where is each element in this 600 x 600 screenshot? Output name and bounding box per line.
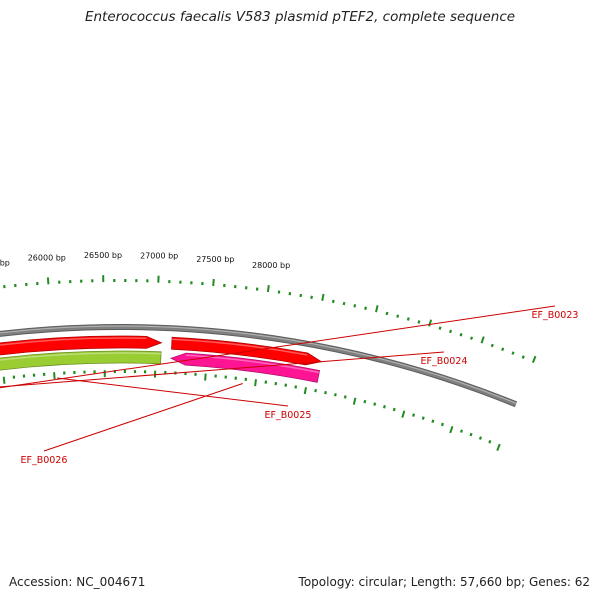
backbone-ring: [0, 325, 517, 407]
inner-tick: [496, 443, 501, 451]
outer-tick: [438, 326, 442, 330]
inner-tick: [324, 390, 327, 395]
inner-tick: [392, 407, 396, 412]
tick-layer: [2, 275, 537, 451]
inner-tick: [431, 419, 435, 424]
inner-tick: [334, 393, 337, 397]
inner-tick: [284, 383, 288, 387]
gene-arrow-ef_b0025-highlight: [0, 352, 162, 361]
outer-tick: [406, 317, 410, 321]
gene-label: EF_B0023: [532, 310, 579, 321]
inner-tick: [254, 379, 257, 387]
inner-tick: [412, 413, 416, 417]
gene-arrow-ef_b0025: [0, 350, 162, 371]
scale-label: 27000 bp: [140, 252, 178, 261]
outer-tick: [364, 306, 367, 310]
scale-label: 26500 bp: [84, 251, 122, 260]
outer-tick: [375, 305, 379, 313]
inner-tick: [401, 410, 406, 418]
inner-tick: [459, 429, 464, 433]
backbone-layer: [0, 324, 518, 408]
inner-tick: [421, 416, 425, 420]
outer-tick: [428, 319, 433, 327]
gene-arrow-ef_b0026-highlight: [185, 354, 320, 374]
backbone-ring-highlight: [0, 325, 517, 404]
inner-tick: [363, 399, 367, 404]
outer-tick: [459, 332, 463, 337]
gene-label: EF_B0025: [265, 410, 312, 421]
outer-tick: [385, 311, 389, 316]
scale-label: 28000 bp: [252, 261, 290, 270]
outer-tick: [299, 293, 303, 298]
inner-tick: [373, 402, 377, 406]
outer-tick: [288, 292, 292, 296]
page-title: Enterococcus faecalis V583 plasmid pTEF2…: [84, 9, 516, 25]
scale-label: 26000 bp: [28, 253, 66, 262]
inner-tick: [469, 432, 473, 437]
inner-tick: [488, 439, 492, 444]
gene-arrow-ef_b0025-fwd: [0, 335, 163, 356]
gene-arrow-ef_b0026-fwd-highlight: [171, 338, 308, 356]
outer-tick: [480, 336, 485, 344]
outer-tick: [449, 329, 453, 334]
outer-tick: [353, 304, 357, 308]
outer-tick: [212, 278, 215, 287]
inner-tick: [2, 376, 6, 384]
inner-tick: [352, 397, 357, 405]
outer-tick: [531, 355, 537, 363]
label-layer: 23500 bp24000 bp24500 bp25000 bp25500 bp…: [0, 251, 578, 466]
inner-tick: [383, 405, 386, 409]
gene-arrow-ef_b0025-fwd-highlight: [0, 337, 147, 346]
gene-leader-line: [0, 351, 445, 388]
outer-tick: [501, 347, 505, 352]
scale-label: 25500 bp: [0, 259, 10, 268]
gene-label: EF_B0026: [21, 455, 68, 466]
outer-tick: [310, 295, 313, 300]
sequence-summary: Topology: circular; Length: 57,660 bp; G…: [298, 575, 590, 589]
outer-tick: [321, 293, 325, 301]
accession-text: Accession: NC_004671: [9, 575, 146, 589]
gene-leader-line: [0, 305, 556, 389]
outer-tick: [511, 351, 515, 355]
inner-tick: [478, 436, 483, 440]
inner-tick: [343, 395, 347, 399]
scale-label: 27500 bp: [196, 255, 234, 264]
outer-tick: [521, 355, 525, 359]
inner-tick: [53, 372, 56, 380]
gene-leader-line: [56, 377, 289, 407]
outer-tick: [46, 277, 50, 285]
inner-tick: [204, 373, 207, 381]
outer-tick: [266, 284, 270, 293]
inner-tick: [294, 385, 298, 389]
outer-tick: [342, 301, 346, 306]
gene-leader-line: [43, 383, 243, 452]
inner-tick: [303, 387, 307, 395]
outer-tick: [470, 336, 474, 340]
outer-tick: [417, 320, 421, 324]
outer-tick: [396, 314, 400, 318]
outer-tick: [331, 299, 335, 304]
outer-tick: [490, 343, 494, 348]
gene-label: EF_B0024: [421, 356, 468, 367]
gene-layer: [0, 335, 323, 383]
inner-tick: [440, 422, 444, 427]
inner-tick: [449, 425, 454, 434]
inner-tick: [314, 388, 317, 393]
